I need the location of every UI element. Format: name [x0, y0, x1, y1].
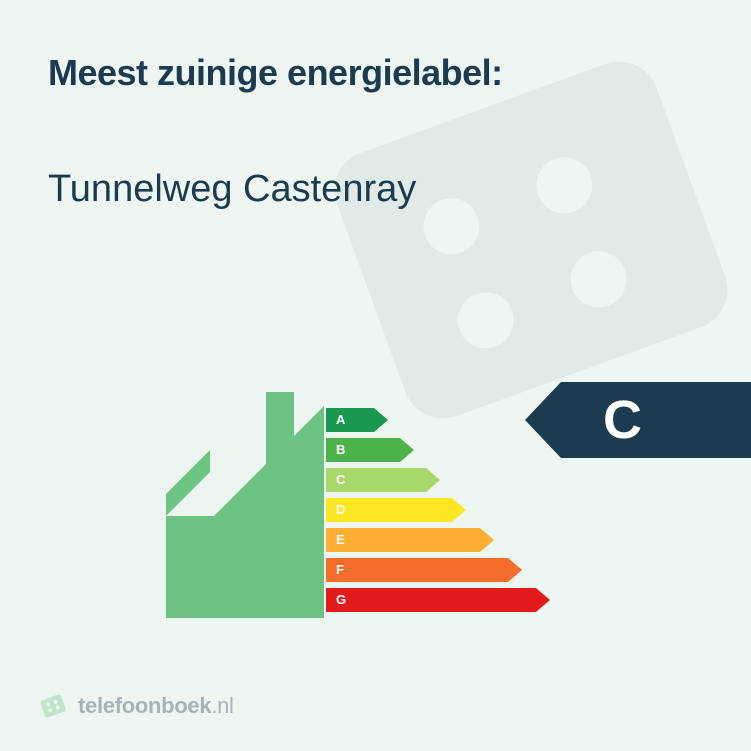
brand-name-bold: telefoonboek [78, 693, 211, 718]
bar-shape [326, 588, 550, 612]
location-name: Tunnelweg Castenray [48, 168, 416, 211]
brand-icon [38, 691, 68, 721]
bar-label: B [336, 438, 345, 462]
footer-brand: telefoonboek.nl [38, 691, 234, 721]
bar-shape [326, 558, 522, 582]
bar-shape [326, 498, 466, 522]
house-icon [166, 392, 324, 618]
bar-shape [326, 528, 494, 552]
brand-text: telefoonboek.nl [78, 693, 234, 719]
card-title: Meest zuinige energielabel: [48, 52, 503, 94]
energy-label-graphic: ABCDEFG [166, 392, 496, 622]
bar-label: E [336, 528, 345, 552]
rating-badge: C [525, 382, 751, 458]
bar-label: D [336, 498, 345, 522]
bar-label: F [336, 558, 344, 582]
bar-label: A [336, 408, 345, 432]
rating-letter: C [603, 382, 642, 458]
bar-label: C [336, 468, 345, 492]
energy-card: Meest zuinige energielabel: Tunnelweg Ca… [0, 0, 751, 751]
brand-name-light: .nl [211, 693, 233, 718]
bar-label: G [336, 588, 346, 612]
